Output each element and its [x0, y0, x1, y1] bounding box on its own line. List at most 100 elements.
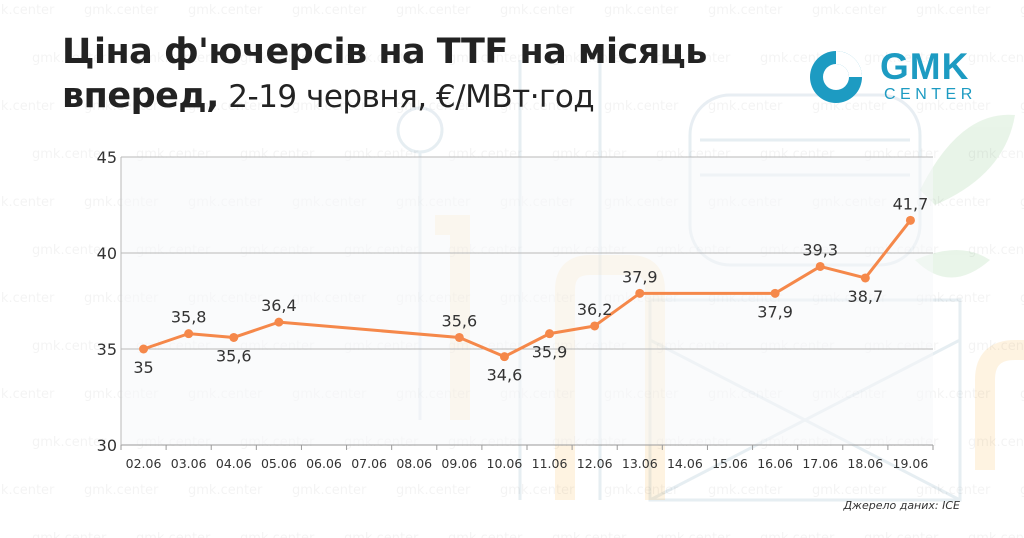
x-tick-label: 11.06 [532, 456, 568, 471]
watermark-text: gmk.center [32, 339, 107, 354]
x-tick-label: 14.06 [667, 456, 703, 471]
watermark-text: gmk.center [916, 483, 991, 498]
data-label: 36,2 [577, 300, 613, 319]
watermark-text: gmk.center [1020, 483, 1024, 498]
x-tick-label: 10.06 [487, 456, 523, 471]
watermark-text: gmk.center [32, 531, 107, 538]
watermark-text: gmk.center [604, 3, 679, 18]
watermark-text: gmk.center [604, 99, 679, 114]
data-label: 35,6 [442, 311, 478, 330]
data-label: 35 [133, 358, 153, 377]
watermark-text: gmk.center [916, 195, 991, 210]
data-label: 35,8 [171, 308, 207, 327]
watermark-text: gmk.center [448, 531, 523, 538]
watermark-text: gmk.center [84, 483, 159, 498]
x-tick-label: 05.06 [261, 456, 297, 471]
data-point [499, 352, 509, 362]
data-label: 34,6 [487, 366, 523, 385]
watermark-text: gmk.center [864, 531, 939, 538]
data-label: 38,7 [848, 287, 884, 306]
gmk-center-logo: GMK CENTER [808, 47, 988, 107]
y-tick-label: 35 [97, 340, 117, 359]
x-tick-label: 12.06 [577, 456, 613, 471]
watermark-text: gmk.center [812, 99, 887, 114]
watermark-text: gmk.center [1020, 387, 1024, 402]
watermark-text: gmk.center [500, 483, 575, 498]
data-point [770, 288, 780, 298]
data-label: 39,3 [802, 240, 838, 259]
data-point [635, 288, 645, 298]
data-label: 37,9 [622, 267, 658, 286]
watermark-text: gmk.center [240, 51, 315, 66]
watermark-text: gmk.center [396, 3, 471, 18]
watermark-text: gmk.center [968, 51, 1024, 66]
watermark-text: gmk.center [136, 531, 211, 538]
x-tick-label: 03.06 [171, 456, 207, 471]
watermark-text: gmk.center [136, 51, 211, 66]
watermark-text: gmk.center [708, 483, 783, 498]
watermark-text: gmk.center [292, 3, 367, 18]
data-point [274, 317, 284, 327]
x-tick-label: 04.06 [216, 456, 252, 471]
source-note: Джерело даних: ICE [843, 499, 960, 512]
title-subtitle-part: 2-19 червня, €/МВт·год [218, 79, 595, 115]
watermark-text: gmk.center [448, 51, 523, 66]
chart-title: Ціна ф'ючерсів на TTF на місяць вперед, … [62, 30, 802, 119]
watermark-text: gmk.center [240, 531, 315, 538]
x-tick-label: 19.06 [893, 456, 929, 471]
watermark-text: gmk.center [1020, 195, 1024, 210]
x-tick-label: 06.06 [306, 456, 342, 471]
data-label: 37,9 [757, 302, 793, 321]
x-tick-label: 18.06 [847, 456, 883, 471]
watermark-text: gmk.center [604, 483, 679, 498]
gmk-circle-logo-icon [810, 51, 862, 103]
watermark-text: gmk.center [812, 483, 887, 498]
watermark-text: gmk.center [32, 147, 107, 162]
watermark-text: gmk.center [760, 531, 835, 538]
watermark-text: gmk.center [0, 387, 55, 402]
x-tick-label: 02.06 [126, 456, 162, 471]
watermark-text: gmk.center [188, 3, 263, 18]
x-tick-label: 13.06 [622, 456, 658, 471]
data-label: 41,7 [893, 194, 929, 213]
x-tick-label: 17.06 [802, 456, 838, 471]
data-point [860, 273, 870, 283]
watermark-text: gmk.center [1020, 99, 1024, 114]
x-tick-label: 09.06 [441, 456, 477, 471]
watermark-text: gmk.center [0, 99, 55, 114]
data-point [815, 261, 825, 271]
x-tick-label: 16.06 [757, 456, 793, 471]
watermark-text: gmk.center [552, 51, 627, 66]
watermark-text: gmk.center [968, 531, 1024, 538]
watermark-text: gmk.center [552, 531, 627, 538]
watermark-text: gmk.center [84, 3, 159, 18]
plot-area [121, 157, 933, 445]
data-point [139, 344, 149, 354]
watermark-text: gmk.center [1020, 291, 1024, 306]
watermark-text: gmk.center [32, 51, 107, 66]
y-tick-label: 40 [97, 244, 117, 263]
data-point [454, 332, 464, 342]
watermark-text: gmk.center [656, 51, 731, 66]
watermark-text: gmk.center [1020, 3, 1024, 18]
x-tick-label: 08.06 [396, 456, 432, 471]
title-line-2: вперед, 2-19 червня, €/МВт·год [62, 74, 802, 119]
watermark-text: gmk.center [0, 3, 55, 18]
watermark-text: gmk.center [344, 531, 419, 538]
watermark-text: gmk.center [916, 3, 991, 18]
logo-brand-text: GMK [880, 46, 970, 87]
data-label: 35,9 [532, 343, 568, 362]
data-point [905, 215, 915, 225]
watermark-text: gmk.center [968, 147, 1024, 162]
title-bold-part: вперед, [62, 76, 219, 116]
watermark-text: gmk.center [188, 483, 263, 498]
watermark-text: gmk.center [344, 51, 419, 66]
data-point [590, 321, 600, 331]
watermark-text: gmk.center [656, 531, 731, 538]
y-tick-label: 45 [97, 148, 117, 167]
watermark-text: gmk.center [968, 243, 1024, 258]
watermark-text: gmk.center [188, 99, 263, 114]
watermark-text: gmk.center [84, 99, 159, 114]
data-point [229, 332, 239, 342]
